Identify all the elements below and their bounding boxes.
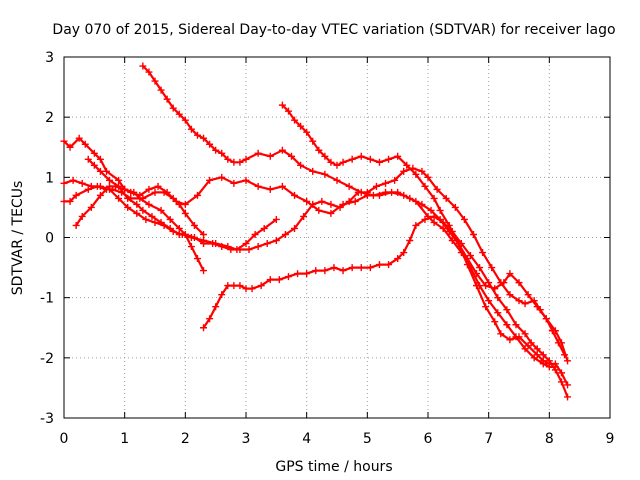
axis-ticks: 0 1 2 3 4 5 6 7 8 9 -3 -2 -1 0 1 2 3: [40, 50, 614, 447]
x-tick-label: 5: [363, 431, 372, 447]
series-line: [62, 179, 278, 251]
series-line: [281, 103, 569, 386]
x-tick-label: 7: [484, 431, 493, 447]
x-tick-label: 1: [120, 431, 129, 447]
y-tick-label: -2: [40, 351, 54, 367]
series-arc-7: [200, 212, 572, 401]
x-tick-label: 2: [181, 431, 190, 447]
series-plus-markers: [278, 101, 572, 389]
y-tick-label: 0: [45, 231, 54, 247]
x-tick-label: 8: [545, 431, 554, 447]
x-tick-label: 6: [424, 431, 433, 447]
series-plus-markers: [84, 155, 568, 359]
x-axis-label: GPS time / hours: [275, 459, 392, 475]
series-arc-8: [84, 155, 568, 359]
x-tick-label: 9: [606, 431, 615, 447]
y-tick-label: 1: [45, 170, 54, 186]
x-tick-label: 0: [60, 431, 69, 447]
x-tick-label: 3: [242, 431, 251, 447]
chart-title: Day 070 of 2015, Sidereal Day-to-day VTE…: [52, 22, 615, 38]
series-plus-markers: [139, 62, 572, 365]
series-line: [141, 64, 569, 362]
y-tick-label: 2: [45, 110, 54, 126]
grid-lines: [64, 57, 610, 418]
series-arc-6: [278, 101, 572, 389]
x-tick-label: 4: [302, 431, 311, 447]
y-axis-label: SDTVAR / TECUs: [10, 181, 26, 296]
series-arc-5: [139, 62, 572, 365]
data-series: [60, 62, 572, 401]
y-tick-label: 3: [45, 50, 54, 66]
y-tick-label: -3: [40, 411, 54, 427]
series-plus-markers: [200, 212, 572, 401]
y-tick-label: -1: [40, 291, 54, 307]
